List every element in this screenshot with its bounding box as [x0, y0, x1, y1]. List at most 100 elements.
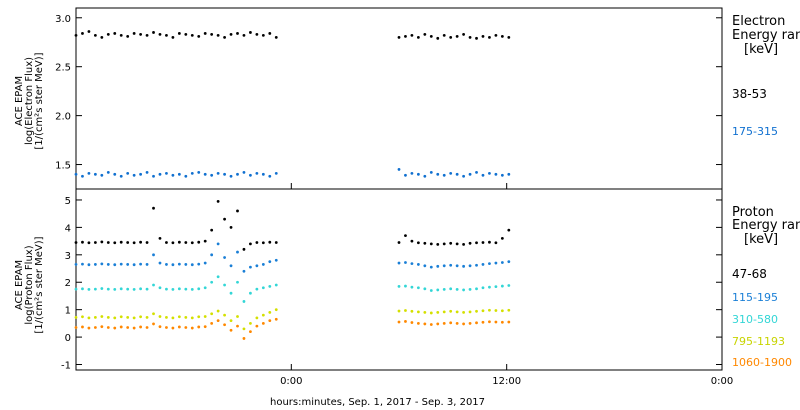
proton-point-310-580 — [488, 285, 491, 289]
proton-point-310-580 — [126, 287, 130, 291]
proton-point-310-580 — [81, 287, 84, 291]
electron-point-175-315 — [216, 171, 220, 175]
proton-point-795-1193 — [507, 308, 511, 312]
proton-point-795-1193 — [216, 309, 220, 313]
proton-point-1060-1900 — [216, 319, 220, 323]
proton-point-47-68 — [74, 241, 78, 244]
electron-point-38-53 — [87, 30, 91, 33]
proton-point-310-580 — [158, 286, 162, 290]
proton-point-47-68 — [475, 241, 478, 245]
proton-point-310-580 — [145, 287, 149, 291]
proton-point-1060-1900 — [210, 321, 214, 325]
proton-point-795-1193 — [87, 316, 91, 320]
proton-point-1060-1900 — [223, 323, 226, 327]
proton-point-47-68 — [416, 241, 420, 245]
proton-point-1060-1900 — [397, 320, 401, 324]
proton-point-115-195 — [255, 264, 259, 268]
electron-point-175-315 — [203, 172, 207, 176]
proton-point-115-195 — [242, 269, 246, 273]
proton-point-795-1193 — [442, 310, 446, 314]
proton-point-310-580 — [274, 283, 278, 287]
proton-point-47-68 — [255, 241, 259, 244]
proton-point-795-1193 — [165, 315, 168, 319]
electron-point-38-53 — [132, 32, 136, 35]
electron-point-38-53 — [449, 35, 453, 39]
electron-point-175-315 — [145, 170, 149, 174]
proton-ytick-label: 5 — [65, 196, 71, 207]
proton-ytick-label: 1 — [65, 306, 71, 317]
electron-point-175-315 — [255, 171, 259, 175]
proton-point-795-1193 — [100, 315, 104, 318]
proton-point-1060-1900 — [158, 325, 162, 329]
proton-point-310-580 — [416, 286, 420, 290]
electron-point-175-315 — [171, 173, 175, 177]
proton-point-1060-1900 — [100, 325, 104, 329]
electron-point-38-53 — [171, 35, 175, 39]
electron-point-175-315 — [242, 170, 246, 174]
proton-point-47-68 — [113, 241, 117, 245]
proton-point-310-580 — [152, 283, 155, 287]
proton-point-1060-1900 — [423, 322, 427, 326]
electron-ytick-label: 1.5 — [55, 161, 71, 172]
electron-point-175-315 — [139, 172, 143, 176]
proton-point-115-195 — [184, 263, 188, 266]
electron-legend-title-2: Energy ran — [732, 28, 800, 43]
proton-point-115-195 — [481, 263, 485, 266]
electron-point-175-315 — [410, 171, 414, 175]
proton-point-795-1193 — [177, 315, 181, 319]
proton-point-115-195 — [158, 261, 162, 265]
electron-point-175-315 — [416, 172, 420, 176]
proton-point-47-68 — [139, 240, 143, 244]
proton-point-115-195 — [416, 263, 420, 266]
electron-point-38-53 — [152, 31, 155, 34]
proton-point-47-68 — [223, 217, 226, 221]
electron-point-38-53 — [481, 34, 485, 38]
proton-point-1060-1900 — [249, 330, 252, 334]
proton-point-1060-1900 — [274, 317, 278, 321]
xtick-label: 0:00 — [711, 376, 733, 387]
electron-point-175-315 — [93, 172, 97, 176]
proton-point-795-1193 — [197, 315, 201, 319]
proton-point-795-1193 — [152, 312, 155, 316]
proton-point-1060-1900 — [442, 321, 446, 325]
proton-point-795-1193 — [132, 316, 136, 320]
electron-point-175-315 — [442, 173, 446, 177]
proton-point-47-68 — [268, 240, 272, 244]
electron-point-38-53 — [126, 34, 130, 38]
electron-point-175-315 — [261, 172, 265, 176]
electron-point-38-53 — [410, 33, 414, 37]
proton-point-47-68 — [190, 241, 194, 245]
proton-point-1060-1900 — [255, 324, 259, 328]
electron-point-38-53 — [500, 34, 504, 38]
proton-point-795-1193 — [113, 316, 117, 320]
proton-point-47-68 — [152, 206, 155, 210]
proton-point-795-1193 — [274, 308, 278, 312]
proton-point-1060-1900 — [261, 321, 265, 325]
proton-point-795-1193 — [106, 315, 110, 319]
xtick-label: 0:00 — [280, 376, 302, 387]
electron-point-175-315 — [404, 173, 407, 177]
electron-point-38-53 — [106, 33, 110, 36]
proton-point-47-68 — [106, 241, 110, 244]
electron-point-38-53 — [119, 33, 123, 37]
proton-point-115-195 — [494, 261, 498, 265]
proton-point-115-195 — [236, 250, 239, 254]
electron-point-175-315 — [126, 171, 130, 175]
electron-legend-title-1: Electron — [732, 14, 786, 29]
electron-legend-title-3: [keV] — [744, 42, 779, 57]
proton-point-115-195 — [397, 261, 401, 265]
proton-point-47-68 — [462, 242, 465, 246]
proton-point-115-195 — [229, 264, 233, 268]
proton-point-115-195 — [436, 264, 440, 268]
xtick-label: 12:00 — [492, 376, 521, 387]
electron-point-38-53 — [462, 33, 465, 36]
electron-point-38-53 — [442, 33, 446, 37]
proton-point-115-195 — [197, 262, 201, 266]
proton-point-115-195 — [442, 264, 446, 268]
proton-point-47-68 — [165, 241, 168, 244]
proton-point-1060-1900 — [429, 323, 433, 326]
proton-legend-1060-1900: 1060-1900 — [732, 356, 792, 369]
proton-point-47-68 — [500, 236, 504, 240]
proton-point-310-580 — [468, 287, 472, 291]
proton-point-1060-1900 — [106, 326, 110, 329]
